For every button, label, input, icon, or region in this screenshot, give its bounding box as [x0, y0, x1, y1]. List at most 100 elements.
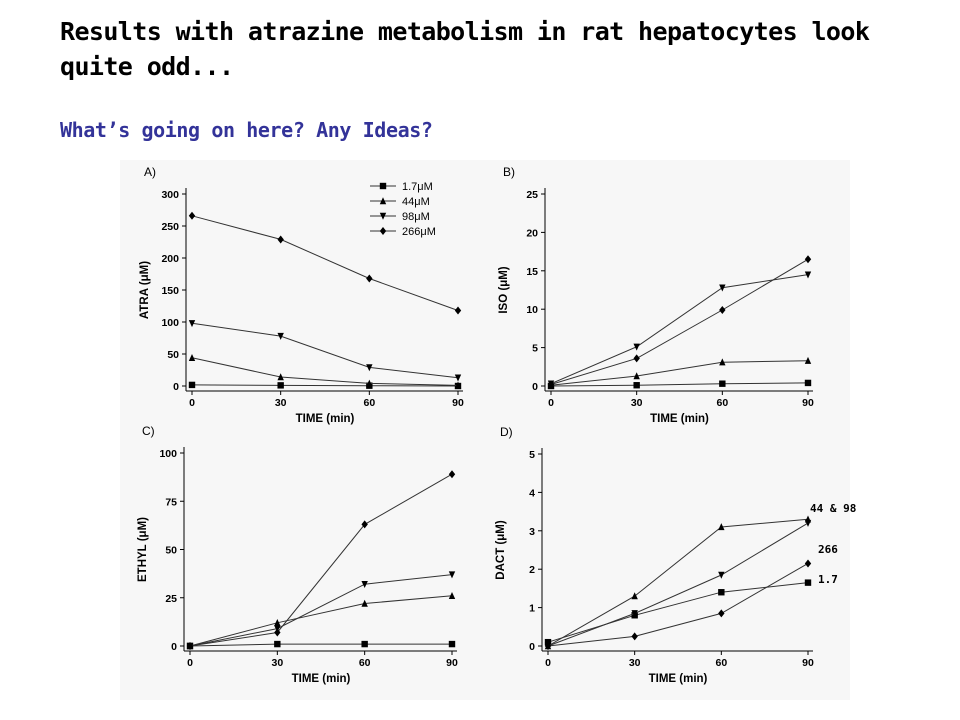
- panel-d-series-1-7-m: [544, 579, 812, 646]
- annotation-1-7: 1.7: [818, 573, 838, 586]
- panel-b-point-1-7-m-60: [719, 380, 726, 387]
- panel-b-xtick-label: 60: [716, 397, 728, 409]
- slide-subtitle: What’s going on here? Any Ideas?: [60, 118, 433, 142]
- panel-c-point-1-7-m-60: [361, 640, 368, 648]
- panel-a-ytick-label: 100: [161, 317, 179, 329]
- panel-c-ytick-label: 50: [165, 545, 177, 557]
- panel-d-point-44-m-30: [631, 592, 638, 600]
- panel-a-line-266-m: [191, 215, 459, 311]
- panel-c-point-266-m-30: [274, 628, 281, 637]
- panel-b-point-44-m-90: [804, 356, 812, 364]
- panel-d-point-266-m-60: [718, 609, 725, 618]
- panel-c-line-266-m: [189, 473, 453, 647]
- panel-b-line-98-m: [550, 274, 809, 385]
- panel-a-legend-marker: [379, 227, 387, 235]
- panel-c-point-1-7-m-30: [274, 640, 281, 648]
- panel-b-x-title: TIME (min): [650, 413, 709, 425]
- panel-b-line-44-m: [550, 360, 809, 386]
- panel-c-xtick-label: 60: [359, 657, 371, 669]
- panel-d-point-1-7-m-90: [804, 579, 812, 586]
- panel-b-point-98-m-60: [719, 284, 726, 292]
- panel-a-label: A): [144, 165, 156, 179]
- panel-a-ytick-label: 50: [167, 349, 179, 361]
- panel-c-x-title: TIME (min): [292, 673, 351, 685]
- panel-c-xtick-label: 0: [187, 657, 193, 669]
- panel-a-legend-marker: [379, 182, 387, 190]
- panel-a-point-98-m-0: [188, 320, 196, 328]
- panel-c-label: C): [142, 424, 155, 438]
- panel-c-point-266-m-90: [448, 470, 456, 479]
- panel-d-ytick-label: 1: [529, 603, 535, 615]
- panel-a-point-44-m-30: [277, 373, 284, 381]
- panel-c-point-44-m-90: [448, 592, 456, 600]
- panel-c-point-44-m-30: [274, 619, 281, 627]
- panel-c-xtick-label: 90: [446, 657, 458, 669]
- panel-a-legend: 1.7μM 44μM 98μM 266μM: [370, 181, 436, 238]
- panel-c-ytick-label: 100: [159, 448, 177, 460]
- panel-d-ytick-label: 2: [529, 564, 535, 576]
- panel-d-line-98-m: [547, 522, 809, 647]
- panel-d-ytick-label: 5: [529, 449, 535, 461]
- panel-b-point-266-m-0: [547, 380, 555, 389]
- panel-a-ytick-label: 0: [173, 381, 179, 393]
- panel-d-point-266-m-0: [544, 642, 552, 650]
- panel-b-line-1-7-m: [550, 382, 809, 387]
- panel-a-point-44-m-0: [188, 354, 196, 362]
- panel-b-ytick-label: 15: [526, 266, 538, 278]
- annotation-44-98: 44 & 98: [810, 502, 857, 515]
- panel-a-ytick-label: 200: [161, 253, 179, 265]
- panel-a-legend-label: 98μM: [402, 211, 430, 223]
- panel-c-series-98-m: [186, 571, 456, 650]
- panel-d-ytick-label: 0: [529, 641, 535, 653]
- panel-a-point-266-m-30: [277, 235, 284, 244]
- panel-c-point-98-m-90: [448, 571, 456, 579]
- panel-d-series-266-m: [544, 559, 812, 650]
- panel-c-ytick-label: 0: [171, 641, 177, 653]
- panel-d-xtick-label: 30: [629, 657, 641, 669]
- panel-b-chart: B) 0 5 10 15 20 25 0 30 60 90 TIME (min) ISO (μM): [498, 165, 814, 425]
- panel-b-point-44-m-60: [719, 358, 726, 366]
- panel-a-series-1-7-m: [188, 381, 462, 390]
- panel-b-line-266-m: [550, 258, 809, 385]
- panel-d-line-266-m: [547, 562, 809, 647]
- panel-d-xtick-label: 90: [802, 657, 814, 669]
- panel-a-point-98-m-90: [454, 374, 462, 382]
- panel-a-point-44-m-60: [366, 379, 373, 387]
- panel-b-series-98-m: [547, 271, 812, 388]
- panel-a-ytick-label: 150: [161, 285, 179, 297]
- panel-a-series-98-m: [188, 320, 462, 382]
- figure-panel: A) 0 50 100 150 200 250 300 0 30 60 90 TIME (min) ATR…: [120, 160, 850, 700]
- panel-b-point-98-m-30: [633, 343, 640, 351]
- panel-a-legend-marker: [379, 212, 387, 220]
- panel-a-ytick-label: 250: [161, 221, 179, 233]
- panel-c-series-266-m: [186, 470, 456, 650]
- panel-b-xtick-label: 0: [548, 397, 554, 409]
- panel-d-chart: D) 0 1 2 3 4 5 0 30 60 90 TIME (min) DACT (μM): [495, 425, 814, 685]
- panel-c-point-1-7-m-90: [448, 640, 456, 648]
- panel-c-y-title: ETHYL (μM): [137, 517, 149, 582]
- panel-a-legend-label: 1.7μM: [402, 181, 433, 193]
- panel-b-ytick-label: 5: [532, 343, 538, 355]
- panel-c-series-1-7-m: [186, 640, 456, 650]
- panel-a-series-44-m: [188, 354, 462, 389]
- panel-d-ytick-label: 3: [529, 526, 535, 538]
- panel-c-point-98-m-60: [361, 581, 368, 589]
- panel-d-xtick-label: 60: [715, 657, 727, 669]
- panel-d-point-98-m-90: [804, 519, 812, 527]
- panel-c-ytick-label: 75: [165, 496, 177, 508]
- panel-d-label: D): [500, 425, 513, 439]
- panel-d-ytick-label: 4: [529, 487, 535, 499]
- panel-d-xtick-label: 0: [545, 657, 551, 669]
- panel-c-ytick-label: 25: [165, 593, 177, 605]
- panel-d-point-1-7-m-60: [718, 589, 725, 596]
- panel-d-y-title: DACT (μM): [495, 520, 507, 580]
- panel-c-line-44-m: [189, 595, 453, 647]
- panel-b-point-44-m-30: [633, 372, 640, 380]
- panel-d-point-266-m-30: [631, 632, 638, 641]
- annotation-266: 266: [818, 543, 838, 556]
- panel-a-point-266-m-0: [188, 211, 196, 220]
- panel-b-point-266-m-90: [804, 255, 812, 264]
- panel-b-point-1-7-m-30: [633, 382, 640, 389]
- panel-a-x-title: TIME (min): [296, 413, 355, 425]
